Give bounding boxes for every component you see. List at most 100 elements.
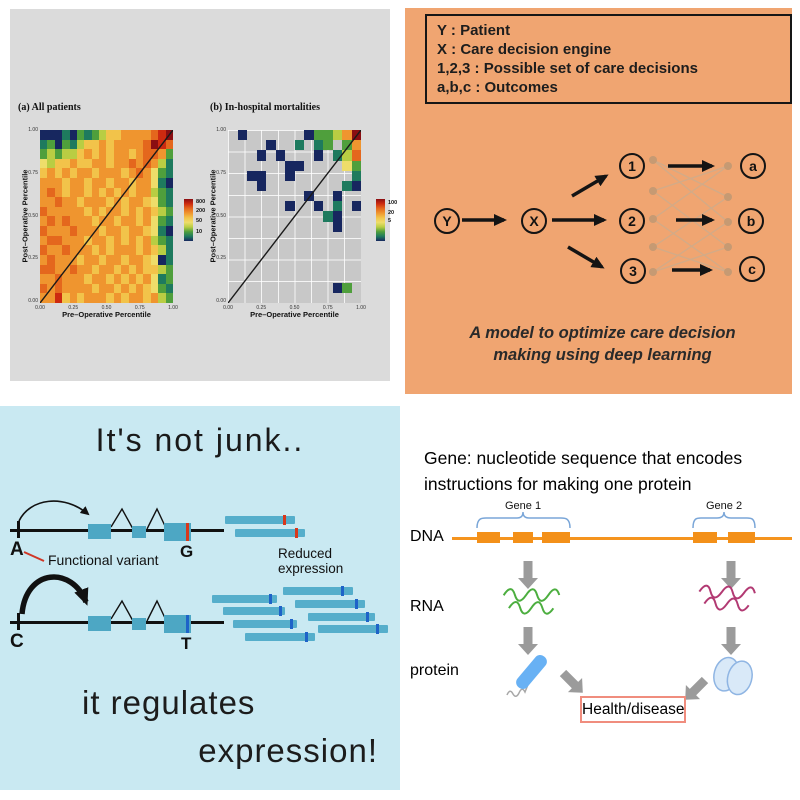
- heatmap-cell: [247, 272, 257, 282]
- heatmap-cell: [304, 232, 314, 242]
- heatmap-cell: [165, 274, 173, 284]
- heatmap-cell: [165, 168, 173, 179]
- heatmap-a-plot: [40, 130, 173, 303]
- heatmap-cell: [106, 226, 114, 236]
- heatmap-cell: [158, 274, 166, 284]
- heatmap-cell: [76, 283, 85, 294]
- heatmap-cell: [136, 158, 144, 169]
- heatmap-cell: [143, 274, 151, 284]
- gene-title-line-2: instructions for making one protein: [424, 474, 692, 494]
- heatmap-cell: [84, 130, 92, 140]
- heatmap-cell: [99, 216, 107, 227]
- heatmap-cell: [295, 222, 305, 232]
- heatmap-cell: [158, 149, 166, 159]
- heatmap-cell: [40, 178, 48, 188]
- heatmap-cell: [62, 158, 70, 169]
- heatmap-cell: [84, 206, 92, 217]
- heatmap-cell: [352, 283, 362, 293]
- heatmap-cell: [128, 254, 137, 265]
- rna-read: [212, 594, 277, 604]
- heatmap-cell: [257, 293, 267, 303]
- heatmap-cell: [238, 201, 248, 211]
- heatmap-cell: [314, 211, 324, 221]
- y-tick-label: 0.75: [28, 169, 38, 176]
- heatmap-cell: [342, 222, 352, 232]
- heatmap-cell: [314, 272, 324, 282]
- heatmap-cell: [323, 262, 333, 272]
- variant-tick-red: [283, 515, 286, 525]
- heatmap-cell: [150, 264, 159, 275]
- exon-1-bottom: [88, 616, 111, 631]
- heatmap-a-cells: [40, 130, 173, 303]
- heatmap-cell: [106, 264, 114, 275]
- heatmap-cell: [228, 181, 238, 191]
- reduced-expression-label: Reduced expression: [278, 546, 344, 576]
- x-tick-label: 1.00: [356, 305, 366, 311]
- heatmap-cell: [257, 252, 267, 262]
- heatmap-cell: [62, 274, 70, 284]
- heatmap-cell: [76, 216, 85, 227]
- heatmap-cell: [228, 222, 238, 232]
- heatmap-cell: [228, 252, 238, 262]
- heatmap-cell: [342, 140, 352, 151]
- heatmap-cell: [247, 252, 257, 262]
- heatmap-cell: [113, 235, 122, 246]
- heatmap-cell: [128, 283, 137, 294]
- heatmap-cell: [113, 187, 122, 198]
- heatmap-cell: [247, 211, 257, 221]
- heatmap-cell: [99, 178, 107, 188]
- heatmap-cell: [121, 197, 129, 207]
- heatmap-cell: [266, 222, 276, 232]
- heatmap-a-title: (a) All patients: [18, 102, 81, 113]
- heatmap-cell: [143, 293, 151, 303]
- heatmap-cell: [62, 206, 70, 217]
- heatmap-cell: [352, 262, 362, 272]
- heatmap-cell: [333, 262, 343, 272]
- protein2-globules: [713, 656, 753, 696]
- heatmap-cell: [228, 262, 238, 272]
- heatmap-cell: [323, 191, 333, 201]
- gene1-exon-box: [513, 532, 533, 543]
- heatmap-cell: [91, 283, 100, 294]
- heatmap-cell: [165, 149, 173, 159]
- heatmap-cell: [285, 262, 295, 272]
- heatmap-cell: [165, 254, 173, 265]
- heatmap-cell: [158, 264, 166, 275]
- heatmap-cell: [285, 150, 295, 160]
- heatmap-cell: [62, 130, 70, 140]
- heatmap-cell: [150, 274, 159, 284]
- heatmap-cell: [113, 245, 122, 255]
- heatmap-cell: [285, 160, 295, 171]
- heatmap-b-plot: [228, 130, 361, 303]
- heatmap-cell: [342, 130, 352, 141]
- heatmap-cell: [165, 216, 173, 227]
- heatmap-cell: [228, 201, 238, 211]
- heatmap-cell: [165, 158, 173, 169]
- heatmap-cell: [238, 171, 248, 181]
- node-engine: X: [521, 208, 547, 234]
- y-tick-label: 1.00: [216, 127, 226, 133]
- heatmap-cell: [342, 191, 352, 201]
- heatmap-cell: [247, 130, 257, 140]
- heatmap-cell: [47, 130, 55, 140]
- heatmap-cell: [91, 178, 100, 188]
- heatmap-cell: [121, 168, 129, 179]
- heatmap-cell: [228, 232, 238, 242]
- heatmap-cell: [333, 181, 343, 191]
- weak-regulation-arc: [18, 500, 90, 522]
- heatmap-cell: [54, 216, 63, 227]
- x-axis-label-b: Pre–Operative Percentile: [250, 310, 339, 319]
- heatmap-cell: [84, 149, 92, 159]
- heatmap-cell: [266, 171, 276, 181]
- heatmap-cell: [332, 201, 342, 212]
- heatmap-cell: [351, 130, 361, 141]
- heatmap-cell: [332, 282, 342, 293]
- heatmap-cell: [128, 293, 137, 303]
- heatmap-cell: [143, 158, 151, 169]
- heatmap-cell: [295, 201, 305, 211]
- heatmap-cell: [295, 181, 305, 191]
- heatmap-cell: [91, 254, 100, 265]
- heatmap-cell: [47, 158, 55, 169]
- arrow-dna-to-rna-1: [518, 561, 538, 589]
- gene-diagram-art: [18, 500, 166, 622]
